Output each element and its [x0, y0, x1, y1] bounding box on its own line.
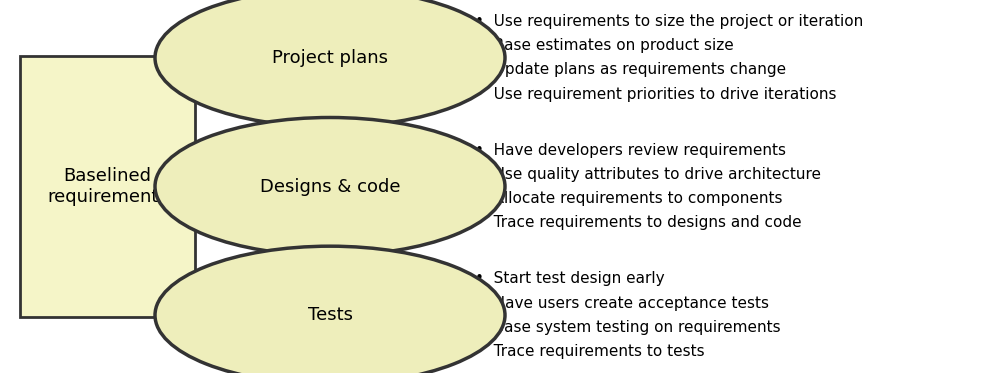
Text: •  Base estimates on product size: • Base estimates on product size — [475, 38, 734, 53]
Text: •  Use requirement priorities to drive iterations: • Use requirement priorities to drive it… — [475, 87, 836, 102]
Text: •  Use quality attributes to drive architecture: • Use quality attributes to drive archit… — [475, 167, 821, 182]
Text: •  Have developers review requirements: • Have developers review requirements — [475, 142, 786, 158]
Ellipse shape — [155, 246, 505, 373]
Text: •  Trace requirements to designs and code: • Trace requirements to designs and code — [475, 215, 802, 231]
Text: Tests: Tests — [308, 306, 352, 324]
Ellipse shape — [155, 0, 505, 127]
Text: •  Start test design early: • Start test design early — [475, 271, 665, 286]
Text: •  Have users create acceptance tests: • Have users create acceptance tests — [475, 295, 769, 311]
Text: Designs & code: Designs & code — [260, 178, 400, 195]
Text: •  Trace requirements to tests: • Trace requirements to tests — [475, 344, 705, 359]
Text: •  Base system testing on requirements: • Base system testing on requirements — [475, 320, 781, 335]
Text: •  Use requirements to size the project or iteration: • Use requirements to size the project o… — [475, 14, 863, 29]
Text: •  Update plans as requirements change: • Update plans as requirements change — [475, 62, 786, 78]
Text: Baselined
requirements: Baselined requirements — [47, 167, 168, 206]
Ellipse shape — [155, 117, 505, 256]
Text: Project plans: Project plans — [272, 49, 388, 67]
FancyBboxPatch shape — [20, 56, 195, 317]
Text: •  Allocate requirements to components: • Allocate requirements to components — [475, 191, 782, 206]
